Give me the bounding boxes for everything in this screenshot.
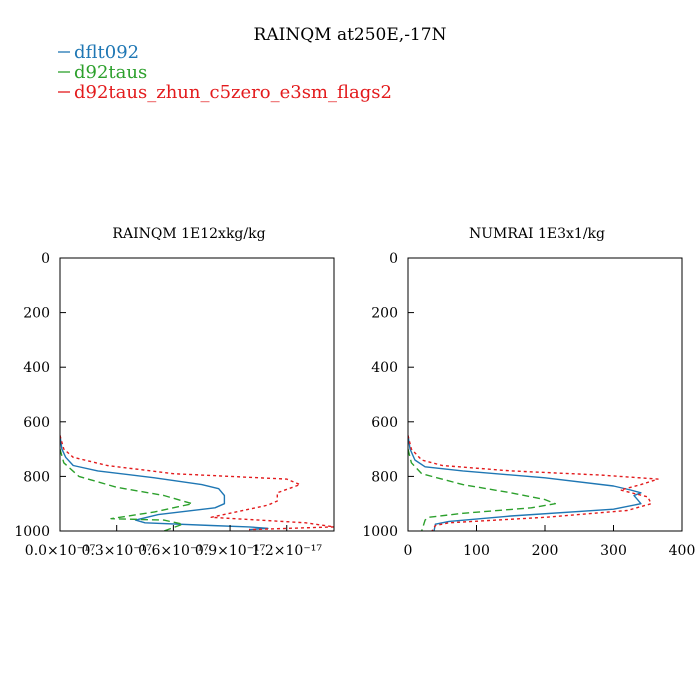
legend-label-d92taus: d92taus xyxy=(74,62,147,83)
y-tick-label: 200 xyxy=(371,306,398,322)
series-line-d92taus xyxy=(60,448,193,531)
x-tick-label: 0 xyxy=(404,543,413,559)
x-tick-label: 0.0×10⁻¹⁷ xyxy=(25,543,96,559)
y-tick-label: 0 xyxy=(41,251,50,267)
legend: dflt092d92tausd92taus_zhun_c5zero_e3sm_f… xyxy=(58,42,392,103)
y-tick-label: 1000 xyxy=(14,524,50,540)
x-tick-label: 0.6×10⁻¹⁷ xyxy=(138,543,209,559)
y-tick-label: 400 xyxy=(23,360,50,376)
y-tick-label: 600 xyxy=(371,415,398,431)
plot-frame xyxy=(407,257,683,532)
panel-numrai: NUMRAI 1E3x1/kg 0 200 400 600 800 1000 0 100 200 3… xyxy=(362,226,695,559)
x-tick-label: 200 xyxy=(532,543,559,559)
series-line-d92taus xyxy=(408,448,556,531)
x-tick-label: 0.9×10⁻¹⁷ xyxy=(195,543,266,559)
chart-title: RAINQM at250E,-17N xyxy=(254,25,447,45)
series-line-d92taus_zhun_c5zero_e3sm_flags2 xyxy=(60,435,334,531)
y-tick-label: 800 xyxy=(23,469,50,485)
panel-title: NUMRAI 1E3x1/kg xyxy=(469,226,605,242)
y-tick-label: 600 xyxy=(23,415,50,431)
series-line-dflt092 xyxy=(60,435,269,531)
legend-label-dflt092: dflt092 xyxy=(74,42,139,63)
y-tick-label: 1000 xyxy=(362,524,398,540)
x-tick-label: 400 xyxy=(669,543,696,559)
plot-frame xyxy=(59,257,335,532)
panel-rainqm: RAINQM 1E12xkg/kg 0 200 400 600 800 1000 0.0×10… xyxy=(14,226,335,559)
legend-label-d92taus_zhun_c5zero_e3sm_flags2: d92taus_zhun_c5zero_e3sm_flags2 xyxy=(74,82,392,103)
x-tick-label: 100 xyxy=(463,543,490,559)
x-tick-label: 0.3×10⁻¹⁷ xyxy=(81,543,152,559)
series-line-d92taus_zhun_c5zero_e3sm_flags2 xyxy=(408,435,659,531)
series-line-dflt092 xyxy=(408,435,642,531)
panel-title: RAINQM 1E12xkg/kg xyxy=(112,226,265,242)
y-tick-label: 800 xyxy=(371,469,398,485)
y-tick-label: 0 xyxy=(389,251,398,267)
y-tick-label: 400 xyxy=(371,360,398,376)
y-tick-label: 200 xyxy=(23,306,50,322)
x-tick-label: 300 xyxy=(600,543,627,559)
x-tick-label: 1.2×10⁻¹⁷ xyxy=(252,543,323,559)
